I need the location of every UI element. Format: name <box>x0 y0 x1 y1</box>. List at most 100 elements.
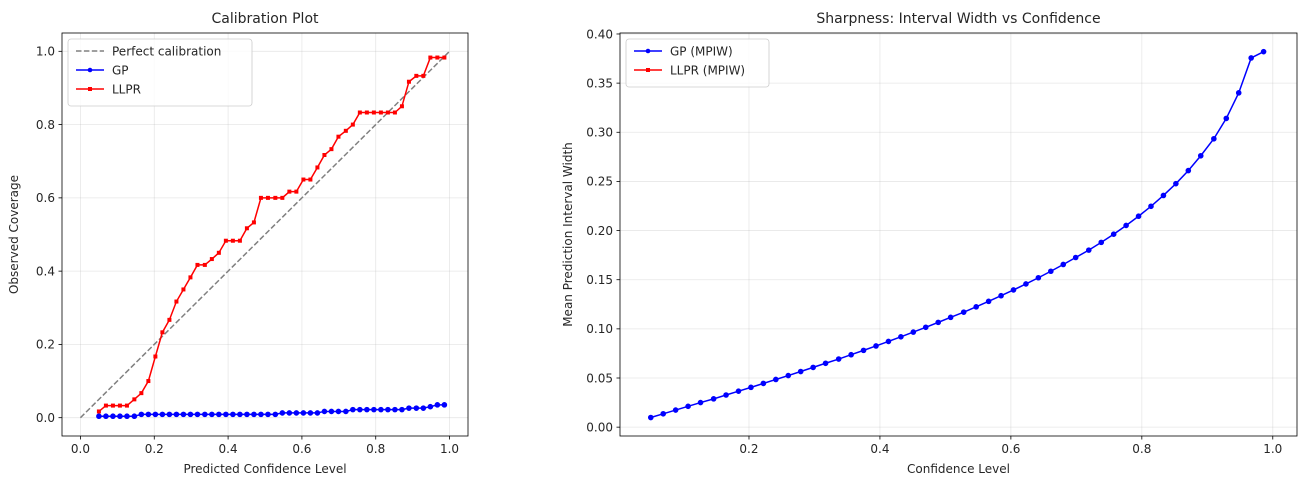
calib-series-2-point-35 <box>343 128 348 133</box>
sharp-series-0-point-30 <box>1023 281 1029 287</box>
calib-series-1-point-8 <box>152 411 159 418</box>
calib-series-1-point-28 <box>293 410 300 416</box>
sharp-ytick-label-2: 0.10 <box>586 322 613 336</box>
sharp-series-0-point-16 <box>848 351 854 358</box>
sharp-series-0-point-6 <box>723 392 729 398</box>
calib-series-2-point-25 <box>273 195 278 200</box>
calib-series-1-point-38 <box>364 406 370 413</box>
calib-series-2-point-0 <box>96 409 101 414</box>
calib-series-1-point-0 <box>96 413 102 420</box>
sharp-series-0-point-11 <box>785 372 792 379</box>
sharp-series-0-point-26 <box>973 304 979 310</box>
sharp-series-0-line <box>650 51 1264 419</box>
calib-series-1-point-29 <box>300 410 307 416</box>
calib-series-1-point-41 <box>385 406 391 413</box>
calib-series-2-point-5 <box>132 397 137 402</box>
calib-series-1-point-36 <box>350 406 356 413</box>
sharp-legend-label-1: LLPR (MPIW) <box>670 63 745 77</box>
sharp-series-0-point-4 <box>697 399 704 406</box>
sharp-series-0-point-23 <box>935 319 942 326</box>
sharp-series-0-point-13 <box>810 364 816 371</box>
calib-series-1-point-18 <box>223 411 229 418</box>
calib-series-2-point-37 <box>357 110 362 115</box>
sharp-series-0-point-28 <box>998 292 1004 299</box>
calib-series-2-point-1 <box>103 403 108 408</box>
calib-series-1-point-10 <box>166 411 173 418</box>
calib-series-2-point-22 <box>251 220 256 225</box>
calib-series-1-point-11 <box>173 411 180 418</box>
sharp-series-0-point-2 <box>672 407 679 413</box>
calib-legend: Perfect calibration GP LLPR <box>67 38 253 107</box>
calib-xtick-label-5: 1.0 <box>440 442 459 456</box>
sharp-series-0-point-9 <box>760 380 767 387</box>
calib-xtick-label-4: 0.8 <box>366 442 385 456</box>
sharp-legend: GP (MPIW) LLPR (MPIW) <box>625 38 770 88</box>
calib-series-2-point-34 <box>336 134 341 139</box>
sharp-series-0-point-44 <box>1197 152 1204 159</box>
calib-series-2-point-44 <box>406 79 411 84</box>
sharp-series-0-point-49 <box>1260 48 1267 55</box>
sharp-series-0-point-20 <box>898 334 904 340</box>
sharp-grid <box>620 33 1297 436</box>
calib-xtick-label-1: 0.2 <box>145 442 164 456</box>
calib-series-1-point-46 <box>420 405 427 411</box>
calib-series-2-line <box>98 56 445 413</box>
calib-series-2-point-40 <box>378 110 383 115</box>
calib-series-1-point-43 <box>399 406 405 413</box>
calib-series-2-point-13 <box>188 275 193 280</box>
sharp-ylabel: Mean Prediction Interval Width <box>561 142 575 327</box>
sharp-legend-marker-1 <box>646 68 650 72</box>
calib-series-1-point-14 <box>194 411 201 418</box>
sharp-series-0-point-22 <box>922 324 929 331</box>
calib-xtick-label-3: 0.6 <box>292 442 311 456</box>
calib-series-2-point-41 <box>385 110 390 115</box>
sharp-series-0-point-46 <box>1223 115 1230 122</box>
calib-series-1-point-22 <box>251 411 257 418</box>
calib-legend-label-1: GP <box>112 63 129 77</box>
calib-series-2-point-19 <box>230 238 235 243</box>
calib-series-2-point-47 <box>428 55 433 60</box>
calib-series-1-point-47 <box>427 403 434 410</box>
calib-legend-marker-2 <box>88 87 92 91</box>
calib-series-1-point-31 <box>314 410 321 416</box>
sharp-ytick-label-6: 0.30 <box>586 126 613 140</box>
calib-series-1-point-42 <box>392 406 398 413</box>
calib-series-1-point-27 <box>286 410 293 416</box>
sharp-series-0-point-41 <box>1160 192 1167 199</box>
calib-series-1-point-24 <box>265 411 271 418</box>
calib-series-1-point-32 <box>321 408 328 415</box>
calib-series-1-point-44 <box>406 405 412 411</box>
sharp-series-0-point-24 <box>947 314 954 321</box>
sharp-xtick-label-1: 0.4 <box>870 442 889 456</box>
calib-series-1-point-4 <box>124 413 130 420</box>
calib-legend-label-0: Perfect calibration <box>112 44 221 58</box>
sharp-series-0-point-32 <box>1048 268 1054 275</box>
calib-series-1-point-45 <box>413 405 420 411</box>
calib-series-1-point-39 <box>371 406 377 413</box>
sharp-series-0-point-38 <box>1123 222 1129 229</box>
calib-series-2-point-43 <box>399 104 404 109</box>
calib-series-2-point-45 <box>414 73 419 78</box>
sharp-series-0-point-1 <box>660 410 667 417</box>
calib-series-2-point-15 <box>202 262 207 267</box>
calib-series-1-point-30 <box>307 410 314 416</box>
calib-series-2-point-29 <box>301 177 306 182</box>
calib-series-1-point-34 <box>335 408 342 415</box>
sharp-series-0-point-43 <box>1185 167 1192 174</box>
sharp-series-0-point-21 <box>910 329 917 335</box>
calib-series-2-point-27 <box>287 189 292 194</box>
calib-series-2-point-48 <box>435 55 440 60</box>
calib-ytick-label-2: 0.4 <box>36 264 55 278</box>
calib-series-1-point-20 <box>237 411 243 418</box>
sharp-series-0-point-12 <box>797 368 804 375</box>
calib-series-1-point-40 <box>378 406 384 413</box>
calib-series-2-point-16 <box>209 257 214 262</box>
sharp-series-0-point-35 <box>1085 247 1092 253</box>
calib-xtick-label-2: 0.4 <box>219 442 238 456</box>
sharp-series-0-point-8 <box>748 384 754 391</box>
calib-series-1-point-23 <box>258 411 264 418</box>
calib-series-2-point-7 <box>146 379 151 384</box>
calib-series-1-point-17 <box>216 411 222 418</box>
calib-series-1-point-37 <box>357 406 363 413</box>
calib-xtick-label-0: 0.0 <box>71 442 90 456</box>
